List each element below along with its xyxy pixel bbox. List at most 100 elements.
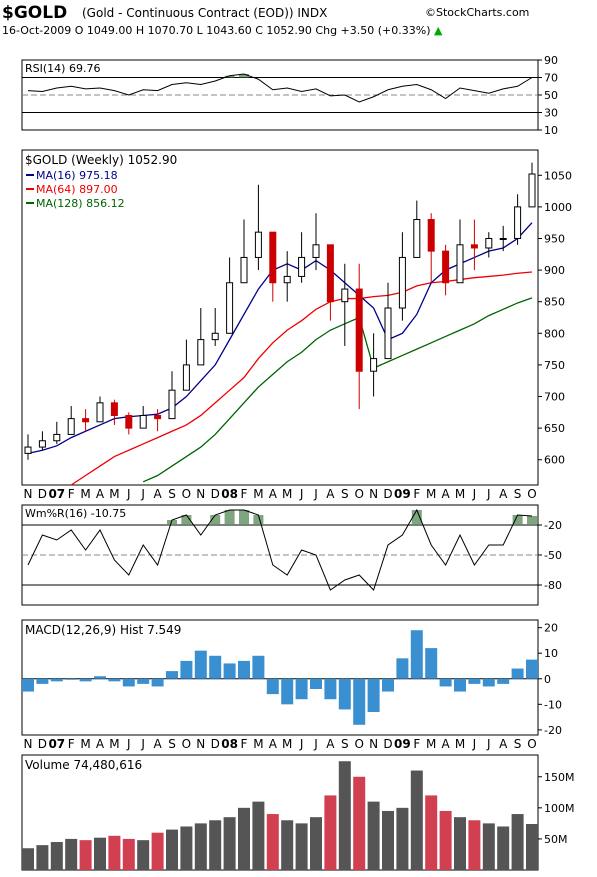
price-title: $GOLD (Weekly) 1052.90 [25,153,177,167]
axis-top-month-label: M [80,487,90,501]
volume-bar [382,810,394,870]
volume-bar [367,801,380,870]
macd-hist-bar [295,678,308,700]
price-candle-body [326,244,334,303]
volume-bar [511,814,524,870]
axis-bottom-month-label: M [455,737,465,751]
axis-top-month-label: O [182,487,191,501]
volume-bar [166,829,178,870]
macd-hist-bar [468,678,481,684]
price-legend-label: MA(64) 897.00 [36,183,118,196]
axis-bottom-month-label: S [514,737,522,751]
price-candle-body [38,440,46,448]
price-candle-body [211,332,219,341]
price-candle-body [312,244,320,258]
axis-top-month-label: M [253,487,263,501]
macd-hist-bar [151,678,164,687]
price-candle-body [125,414,133,429]
price-candle-body [413,219,421,258]
macd-hist-bar [209,655,222,679]
axis-top-month-label: S [168,487,176,501]
rsi-overbought-fill [239,74,249,78]
price-tick-label: 600 [544,454,565,467]
price-candle-body [514,206,522,239]
macd-hist-bar [180,660,193,679]
axis-bottom-month-label: 09 [394,737,411,751]
axis-top-month-label: A [153,487,162,501]
price-candle-body [182,364,190,391]
price-tick-label: 750 [544,359,565,372]
axis-top-month-label: M [282,487,292,501]
axis-bottom-month-label: J [140,737,145,751]
price-tick-label: 700 [544,391,565,404]
axis-top-month-label: A [326,487,335,501]
macd-hist-bar [281,678,294,705]
volume-bar [36,845,49,870]
volume-title: Volume 74,480,616 [25,758,142,772]
macd-hist-bar [108,678,121,682]
axis-bottom-month-label: M [109,737,119,751]
price-candle-body [298,256,306,277]
price-panel-frame [21,149,539,486]
axis-top-month-label: F [68,487,75,501]
volume-bar [137,840,150,870]
macd-tick-label: 0 [544,673,551,686]
volume-bar [122,838,135,870]
axis-top-month-label: A [96,487,105,501]
volume-bar [108,835,121,870]
axis-bottom-month-label: J [126,737,131,751]
axis-bottom-month-label: N [196,737,205,751]
axis-top-month-label: J [472,487,477,501]
macd-hist-bar [324,678,337,700]
volume-bar [425,795,438,870]
volume-tick-label: 150M [544,771,575,784]
price-candle-body [226,282,234,334]
rsi-tick-label: 50 [544,89,558,102]
price-tick-label: 650 [544,422,565,435]
price-candle-body [139,414,147,429]
macd-hist-bar [526,659,538,679]
macd-hist-bar [497,678,510,684]
macd-hist-bar [79,678,92,682]
axis-top-month-label: S [514,487,522,501]
axis-bottom-month-label: A [96,737,105,751]
axis-bottom-month-label: S [168,737,176,751]
axis-bottom-month-label: 08 [221,737,238,751]
axis-bottom-month-label: 07 [48,737,65,751]
brand-label: ©StockCharts.com [425,6,530,19]
axis-bottom-month-label: M [426,737,436,751]
willr-overbought-fill [224,510,235,525]
price-candle-body [53,433,61,442]
willr-overbought-fill [253,515,264,525]
volume-bar [238,807,250,870]
price-candle-body [499,237,507,240]
axis-bottom-month-label: O [354,737,363,751]
axis-bottom-month-label: A [326,737,335,751]
price-candle-body [528,173,536,208]
volume-bar [468,820,481,870]
price-tick-label: 1050 [544,169,572,182]
price-ma128-line [142,297,533,483]
price-candle-body [341,288,349,303]
volume-bar [209,820,222,870]
volume-bar [439,810,452,870]
axis-top-month-label: A [499,487,508,501]
axis-top-month-label: M [455,487,465,501]
price-candle-body [442,250,450,284]
axis-bottom-month-label: F [68,737,75,751]
rsi-series-line [27,73,533,103]
willr-series-line [27,508,533,591]
rsi-tick-label: 90 [544,54,558,67]
volume-bar [410,770,423,870]
axis-bottom-month-label: M [282,737,292,751]
axis-top-month-label: N [24,487,33,501]
macd-hist-bar [94,676,106,679]
axis-bottom-month-label: O [182,737,191,751]
axis-top-month-label: J [486,487,491,501]
macd-hist-bar [482,678,495,687]
volume-bar [22,848,34,870]
axis-bottom-month-label: S [341,737,349,751]
rsi-title: RSI(14) 69.76 [25,62,100,75]
price-candle-body [67,418,75,435]
